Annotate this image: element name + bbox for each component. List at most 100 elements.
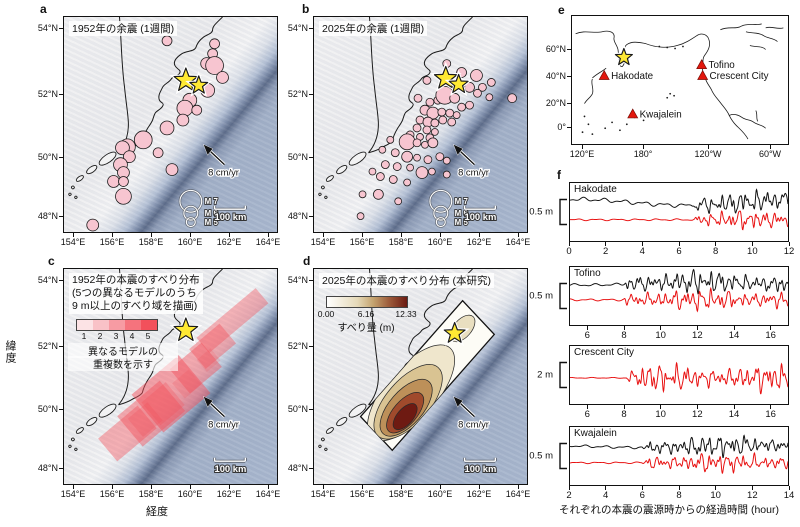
panel-label-f: f bbox=[557, 168, 561, 182]
scale-bracket-path bbox=[559, 442, 567, 470]
island bbox=[74, 447, 78, 451]
x-tick-label: 154°E bbox=[60, 237, 86, 247]
scale-bar-value: 0.5 m bbox=[529, 290, 553, 302]
aftershock-marker bbox=[473, 88, 482, 98]
mainshock-star-1 bbox=[173, 67, 199, 92]
y-tick-mark bbox=[59, 156, 63, 158]
x-tick-mark bbox=[517, 485, 519, 489]
scale-bar-value: 0.5 m bbox=[529, 206, 553, 218]
y-tick-mark bbox=[309, 408, 313, 410]
x-tick-mark bbox=[189, 233, 191, 237]
island bbox=[324, 447, 328, 451]
f-x-tick-mark bbox=[623, 326, 625, 330]
aftershock-marker bbox=[486, 78, 496, 87]
scale-bracket bbox=[559, 442, 567, 470]
plate-motion-arrow bbox=[208, 401, 225, 418]
x-tick-label: 162°E bbox=[216, 237, 242, 247]
aftershock-marker bbox=[115, 188, 132, 205]
map-d-title: 2025年の本震のすべり分布 (本研究) bbox=[319, 273, 495, 288]
island bbox=[336, 165, 348, 175]
slip-colorbar bbox=[326, 296, 408, 308]
x-tick-label: 164°E bbox=[255, 489, 281, 499]
red-trace bbox=[570, 361, 788, 395]
x-tick-label: 162°E bbox=[466, 237, 492, 247]
x-tick-mark bbox=[361, 485, 363, 489]
f-x-tick-mark bbox=[641, 242, 643, 246]
x-axis-label: 経度 bbox=[146, 506, 168, 518]
y-tick-mark bbox=[309, 279, 313, 281]
scale-bar-line bbox=[213, 457, 246, 462]
x-tick-mark bbox=[228, 233, 230, 237]
pacific-coastline bbox=[720, 23, 784, 50]
aftershock-marker bbox=[133, 130, 153, 150]
slip-overlap-patch bbox=[127, 402, 163, 437]
aftershock-marker bbox=[107, 175, 120, 188]
y-tick-label: 54°N bbox=[287, 275, 308, 285]
e-y-tick-label: 60°N bbox=[545, 44, 566, 54]
x-tick-mark bbox=[111, 485, 113, 489]
y-tick-label: 54°N bbox=[287, 23, 308, 33]
slip-colorbar-tick: 12.33 bbox=[395, 309, 417, 319]
aftershock-marker bbox=[159, 120, 175, 136]
overlap-colorbar bbox=[76, 319, 158, 331]
island bbox=[86, 417, 98, 427]
x-tick-label: 162°E bbox=[216, 489, 242, 499]
aftershock-marker bbox=[176, 113, 190, 127]
panel-label-b: b bbox=[302, 2, 310, 16]
magnitude-legend-label-M6: M 6 bbox=[455, 209, 469, 218]
magnitude-legend-circle bbox=[179, 189, 203, 213]
slip-overlap-patch bbox=[117, 380, 186, 447]
magnitude-legend-circle bbox=[185, 217, 196, 228]
plate-motion-label: 8 cm/yr bbox=[208, 419, 239, 430]
x-tick-mark bbox=[478, 233, 480, 237]
scale-bar-label: 100 km bbox=[214, 211, 246, 222]
small-island-dot bbox=[666, 96, 669, 99]
aftershock-marker bbox=[376, 172, 385, 181]
pacific-coastline bbox=[729, 110, 766, 129]
scale-bar-value: 0.5 m bbox=[529, 450, 553, 462]
x-tick-label: 160°E bbox=[177, 489, 203, 499]
slip-overlap-patch bbox=[98, 405, 157, 462]
tide-gauge-canvas bbox=[570, 434, 788, 475]
aftershock-marker bbox=[406, 163, 414, 172]
slip-colorbar-label: すべり量 (m) bbox=[337, 323, 395, 334]
y-tick-mark bbox=[309, 93, 313, 95]
aftershock-marker bbox=[403, 178, 411, 187]
f-x-tick-label: 6 bbox=[584, 409, 590, 420]
plate-motion-arrow bbox=[458, 149, 475, 166]
scale-bracket-path bbox=[559, 282, 567, 310]
aftershock-marker bbox=[478, 82, 487, 92]
x-tick-label: 156°E bbox=[349, 489, 375, 499]
map-c-title-line3: 9 m以上のすべり域を描画) bbox=[72, 300, 198, 313]
aftershock-marker bbox=[205, 56, 224, 75]
y-tick-mark bbox=[59, 345, 63, 347]
aftershock-marker bbox=[430, 118, 440, 128]
e-x-tick-mark bbox=[642, 145, 644, 149]
aftershock-marker bbox=[373, 188, 384, 200]
f-x-tick-mark bbox=[605, 242, 607, 246]
aftershock-marker bbox=[435, 152, 445, 162]
tide-gauge-panel-crescent-city bbox=[569, 345, 789, 405]
black-trace bbox=[570, 268, 788, 295]
x-tick-mark bbox=[72, 485, 74, 489]
x-tick-label: 160°E bbox=[427, 489, 453, 499]
f-x-tick-label: 6 bbox=[584, 330, 590, 341]
magnitude-legend-label-M5: M 5 bbox=[455, 218, 469, 227]
y-tick-label: 52°N bbox=[37, 89, 58, 99]
station-label-hakodate: Hakodate bbox=[611, 71, 654, 82]
x-tick-mark bbox=[361, 233, 363, 237]
x-tick-label: 158°E bbox=[138, 489, 164, 499]
island bbox=[86, 165, 98, 175]
scale-bar-line bbox=[213, 205, 246, 210]
x-tick-mark bbox=[267, 485, 269, 489]
aftershock-marker bbox=[386, 135, 395, 144]
pacific-coastline bbox=[702, 38, 749, 140]
pacific-overview-map: Hakodate Tofino Crescent City Kwajalein bbox=[571, 15, 789, 145]
island bbox=[348, 403, 367, 418]
scale-bar-label: 100 km bbox=[464, 211, 496, 222]
x-tick-mark bbox=[267, 233, 269, 237]
slip-colorbar-tick: 6.16 bbox=[357, 309, 375, 319]
